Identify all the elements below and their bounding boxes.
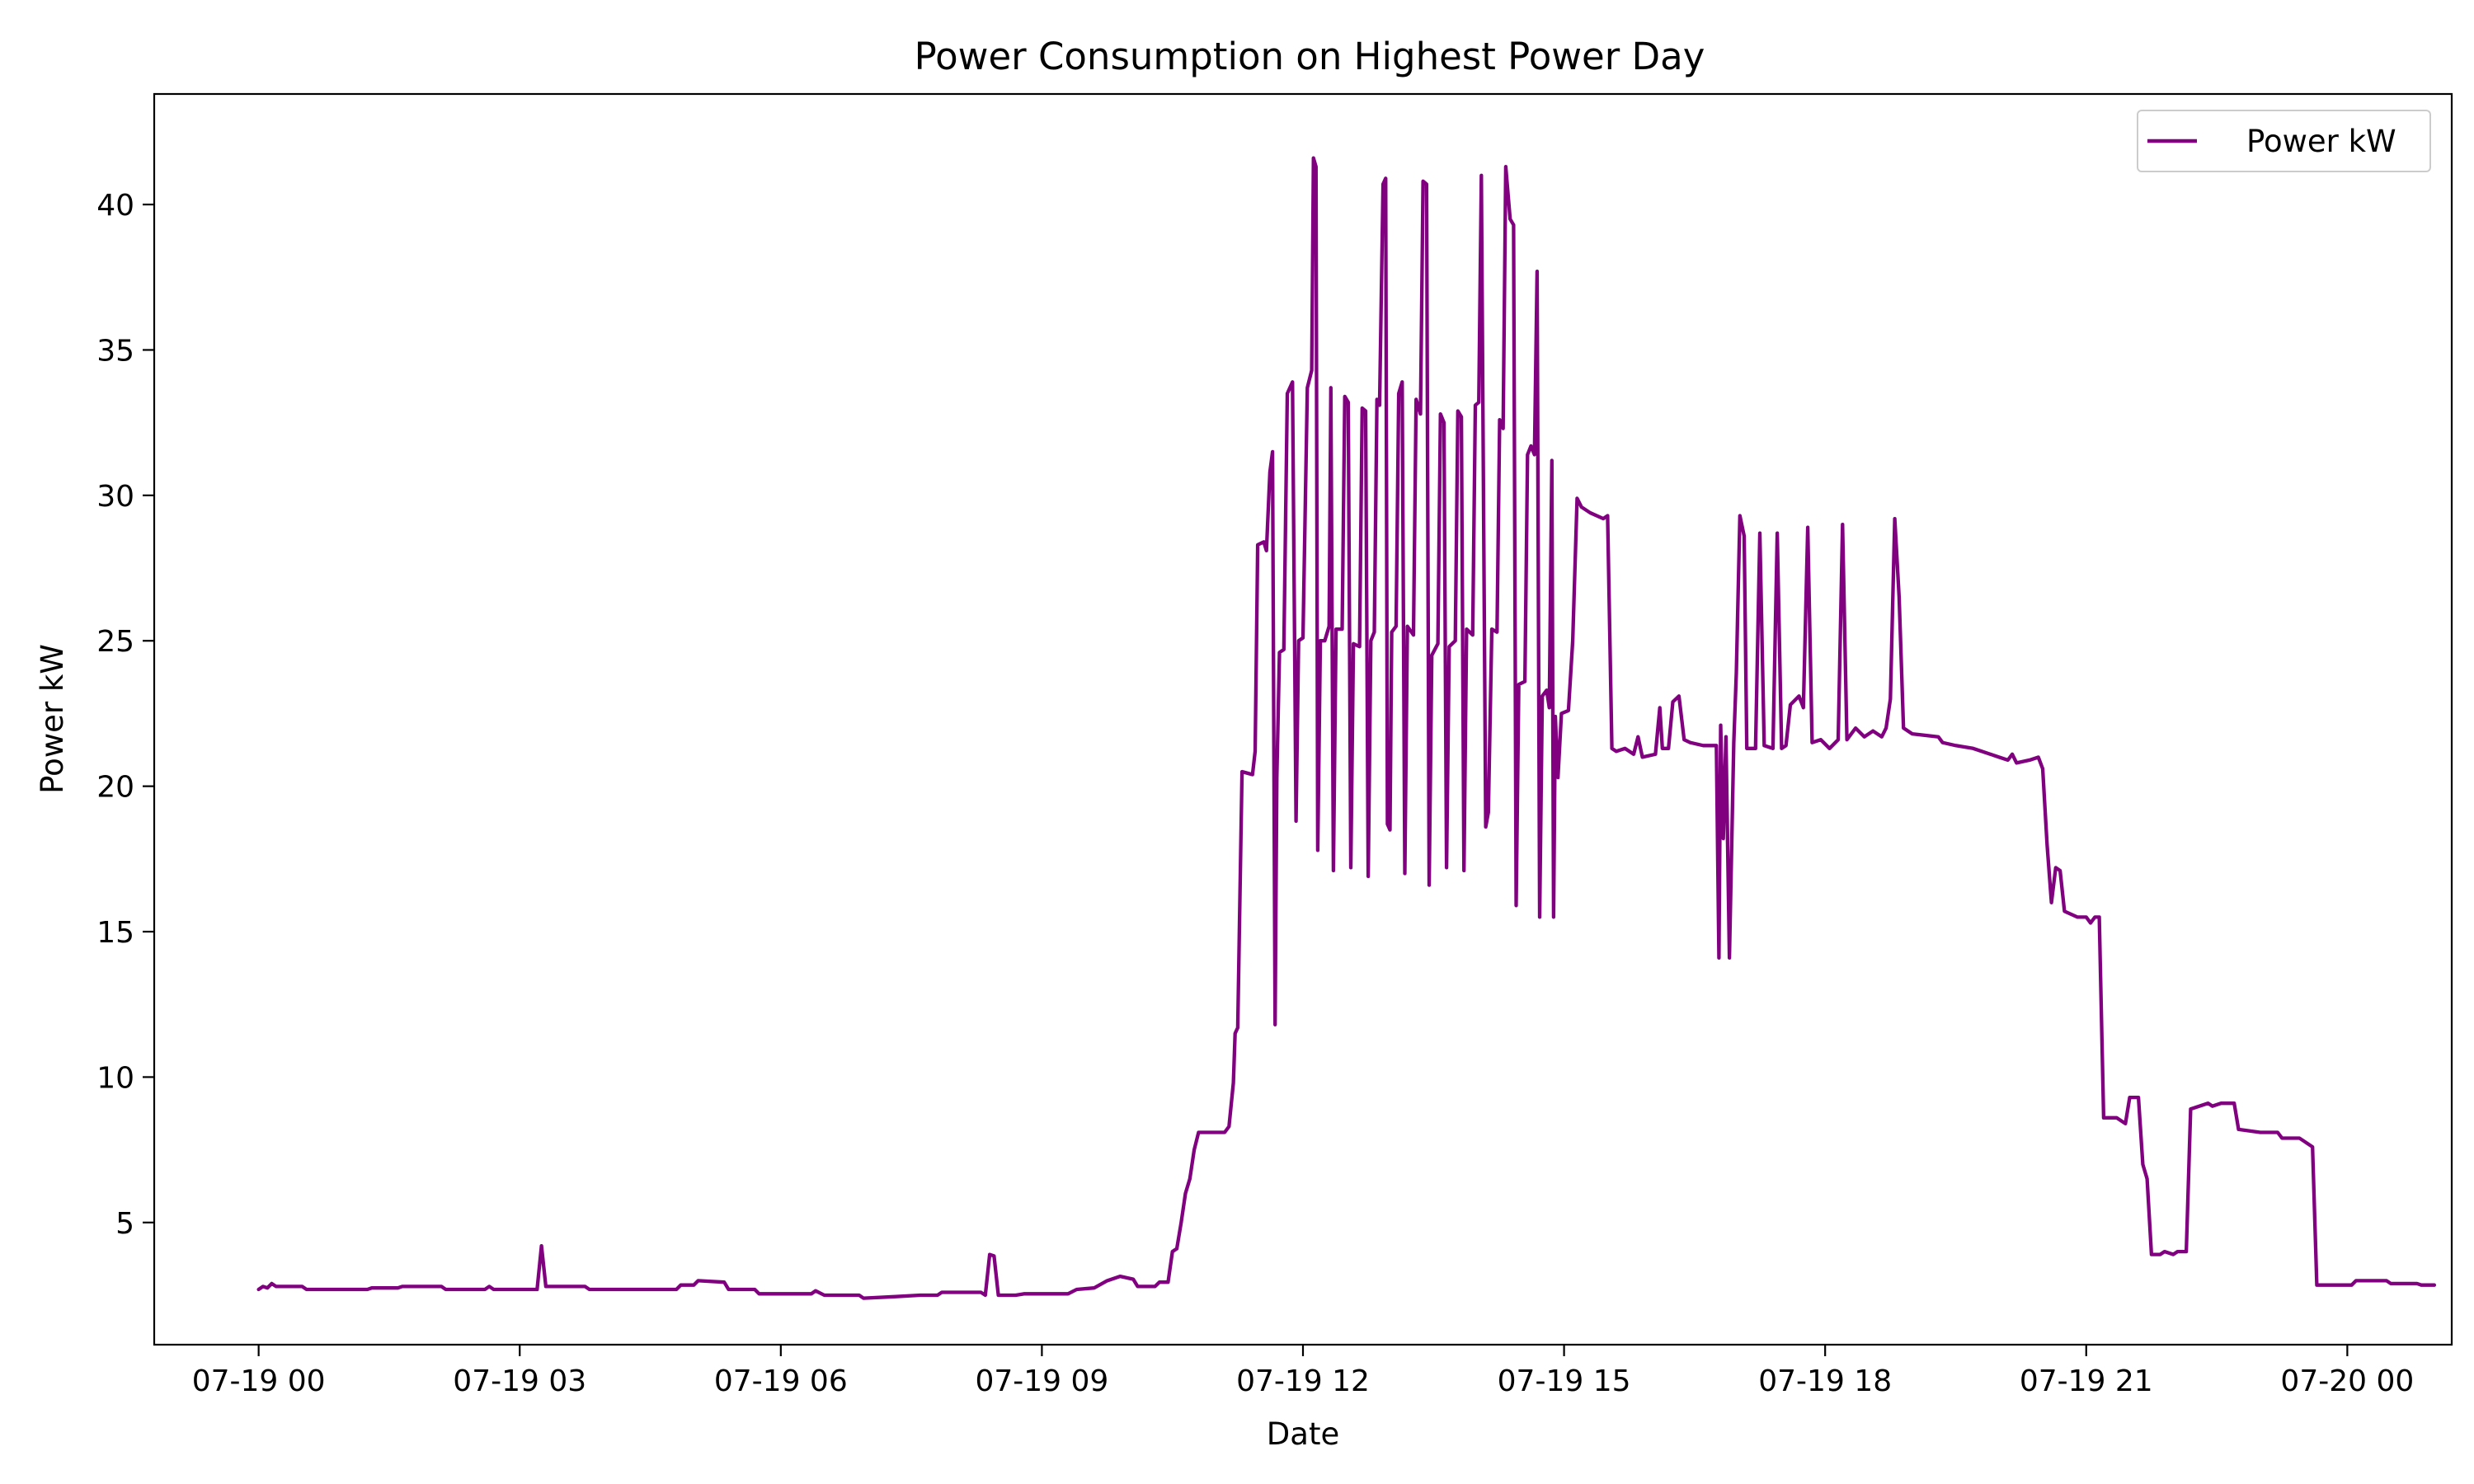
x-tick-label: 07-19 18	[1758, 1364, 1892, 1398]
legend: Power kW	[2137, 110, 2431, 172]
x-tick-label: 07-19 15	[1498, 1364, 1631, 1398]
x-tick-label: 07-19 09	[975, 1364, 1108, 1398]
series-line-power-kw	[256, 156, 2437, 1300]
y-tick-label: 35	[96, 334, 134, 368]
series-layer	[256, 156, 2437, 1300]
legend-box	[2137, 110, 2431, 172]
x-tick-label: 07-20 00	[2280, 1364, 2414, 1398]
y-tick-label: 15	[96, 916, 134, 950]
plot-frame	[153, 92, 2453, 1346]
y-tick-label: 30	[96, 480, 134, 514]
tick-layer: 07-19 00 07-19 03 07-19 06 07-19 09 07-19 12…	[96, 189, 2414, 1398]
legend-label: Power kW	[2246, 124, 2396, 159]
x-tick-label: 07-19 21	[2020, 1364, 2153, 1398]
x-tick-label: 07-19 12	[1236, 1364, 1370, 1398]
y-tick-label: 20	[96, 771, 134, 805]
y-tick-label: 10	[96, 1061, 134, 1095]
y-tick-label: 5	[115, 1207, 134, 1241]
chart-title: Power Consumption on Highest Power Day	[915, 35, 1705, 78]
x-axis-title: Date	[1267, 1416, 1339, 1452]
y-axis-title: Power kW	[35, 644, 70, 794]
x-tick-label: 07-19 06	[714, 1364, 848, 1398]
y-tick-label: 40	[96, 189, 134, 223]
x-tick-label: 07-19 00	[192, 1364, 326, 1398]
y-tick-label: 25	[96, 625, 134, 659]
x-tick-label: 07-19 03	[453, 1364, 586, 1398]
